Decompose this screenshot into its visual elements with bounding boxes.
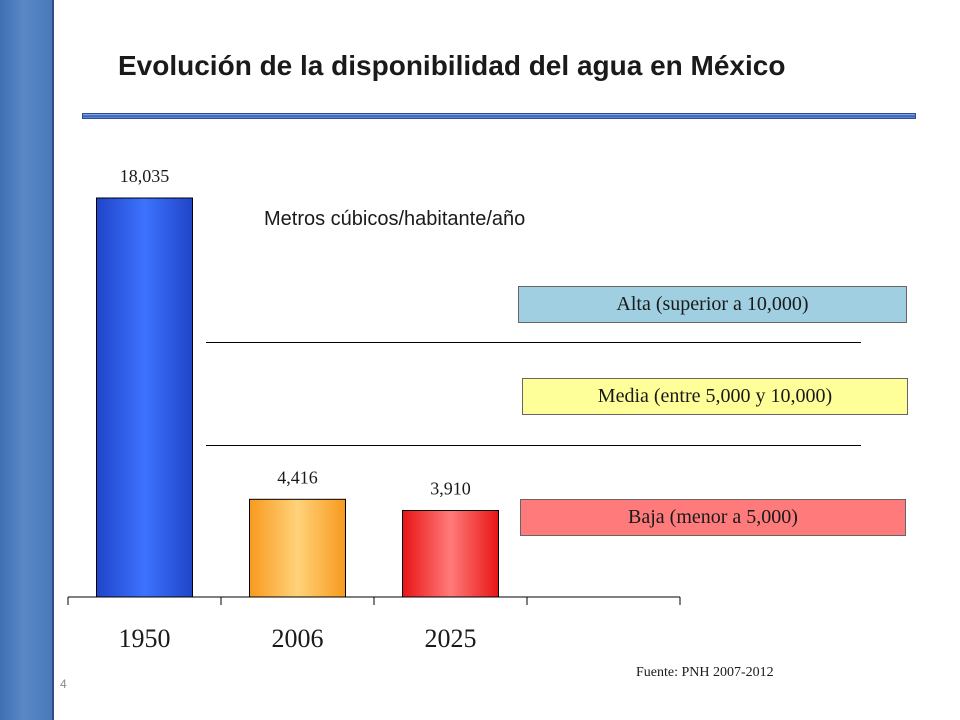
x-tick-label: 1950 xyxy=(119,624,171,653)
slide-title: Evolución de la disponibilidad del agua … xyxy=(118,50,786,81)
title-underline xyxy=(82,113,916,119)
threshold-line-high xyxy=(206,342,861,343)
band-label-baja: Baja (menor a 5,000) xyxy=(520,499,906,536)
bar-2025 xyxy=(402,509,499,598)
bar-value-label: 18,035 xyxy=(120,166,170,186)
threshold-line-low xyxy=(206,445,861,446)
source-note: Fuente: PNH 2007-2012 xyxy=(636,665,774,680)
bar-2006 xyxy=(249,498,346,598)
bar-1950 xyxy=(96,197,193,598)
bar-value-label: 4,416 xyxy=(277,467,318,487)
x-tick-label: 2006 xyxy=(272,624,324,653)
x-tick-label: 2025 xyxy=(425,624,477,653)
band-label-media: Media (entre 5,000 y 10,000) xyxy=(522,378,908,415)
slide-side-bar xyxy=(0,0,54,720)
chart-subtitle: Metros cúbicos/habitante/año xyxy=(264,208,526,230)
slide-number: 4 xyxy=(60,677,67,691)
bar-value-label: 3,910 xyxy=(430,478,471,498)
band-label-alta: Alta (superior a 10,000) xyxy=(518,286,907,323)
